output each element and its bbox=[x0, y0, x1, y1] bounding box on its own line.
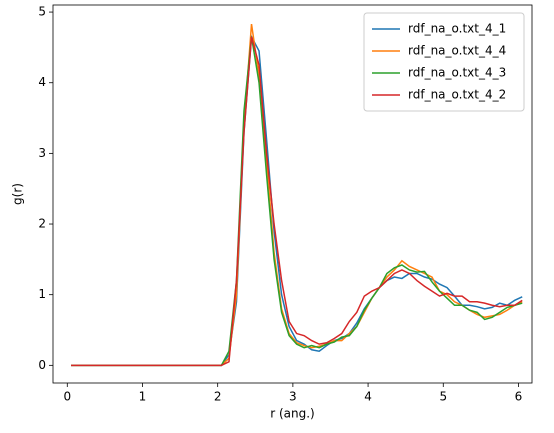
y-tick-label: 2 bbox=[38, 217, 46, 231]
x-tick-label: 1 bbox=[139, 390, 147, 404]
x-axis-label: r (ang.) bbox=[270, 407, 315, 421]
x-tick-label: 0 bbox=[63, 390, 71, 404]
legend-label: rdf_na_o.txt_4_2 bbox=[408, 88, 506, 102]
x-tick-label: 2 bbox=[214, 390, 222, 404]
y-tick-label: 1 bbox=[38, 287, 46, 301]
y-tick-label: 0 bbox=[38, 358, 46, 372]
y-tick-label: 4 bbox=[38, 75, 46, 89]
y-axis-label: g(r) bbox=[11, 183, 25, 205]
x-tick-label: 4 bbox=[364, 390, 372, 404]
x-tick-label: 6 bbox=[515, 390, 523, 404]
legend-box bbox=[363, 12, 525, 112]
series-line bbox=[71, 36, 523, 367]
x-tick-label: 5 bbox=[439, 390, 447, 404]
y-tick-label: 5 bbox=[38, 5, 46, 19]
legend-label: rdf_na_o.txt_4_1 bbox=[408, 22, 506, 36]
x-tick-label: 3 bbox=[289, 390, 297, 404]
y-tick-label: 3 bbox=[38, 146, 46, 160]
legend-label: rdf_na_o.txt_4_4 bbox=[408, 44, 506, 58]
legend-label: rdf_na_o.txt_4_3 bbox=[408, 66, 506, 80]
